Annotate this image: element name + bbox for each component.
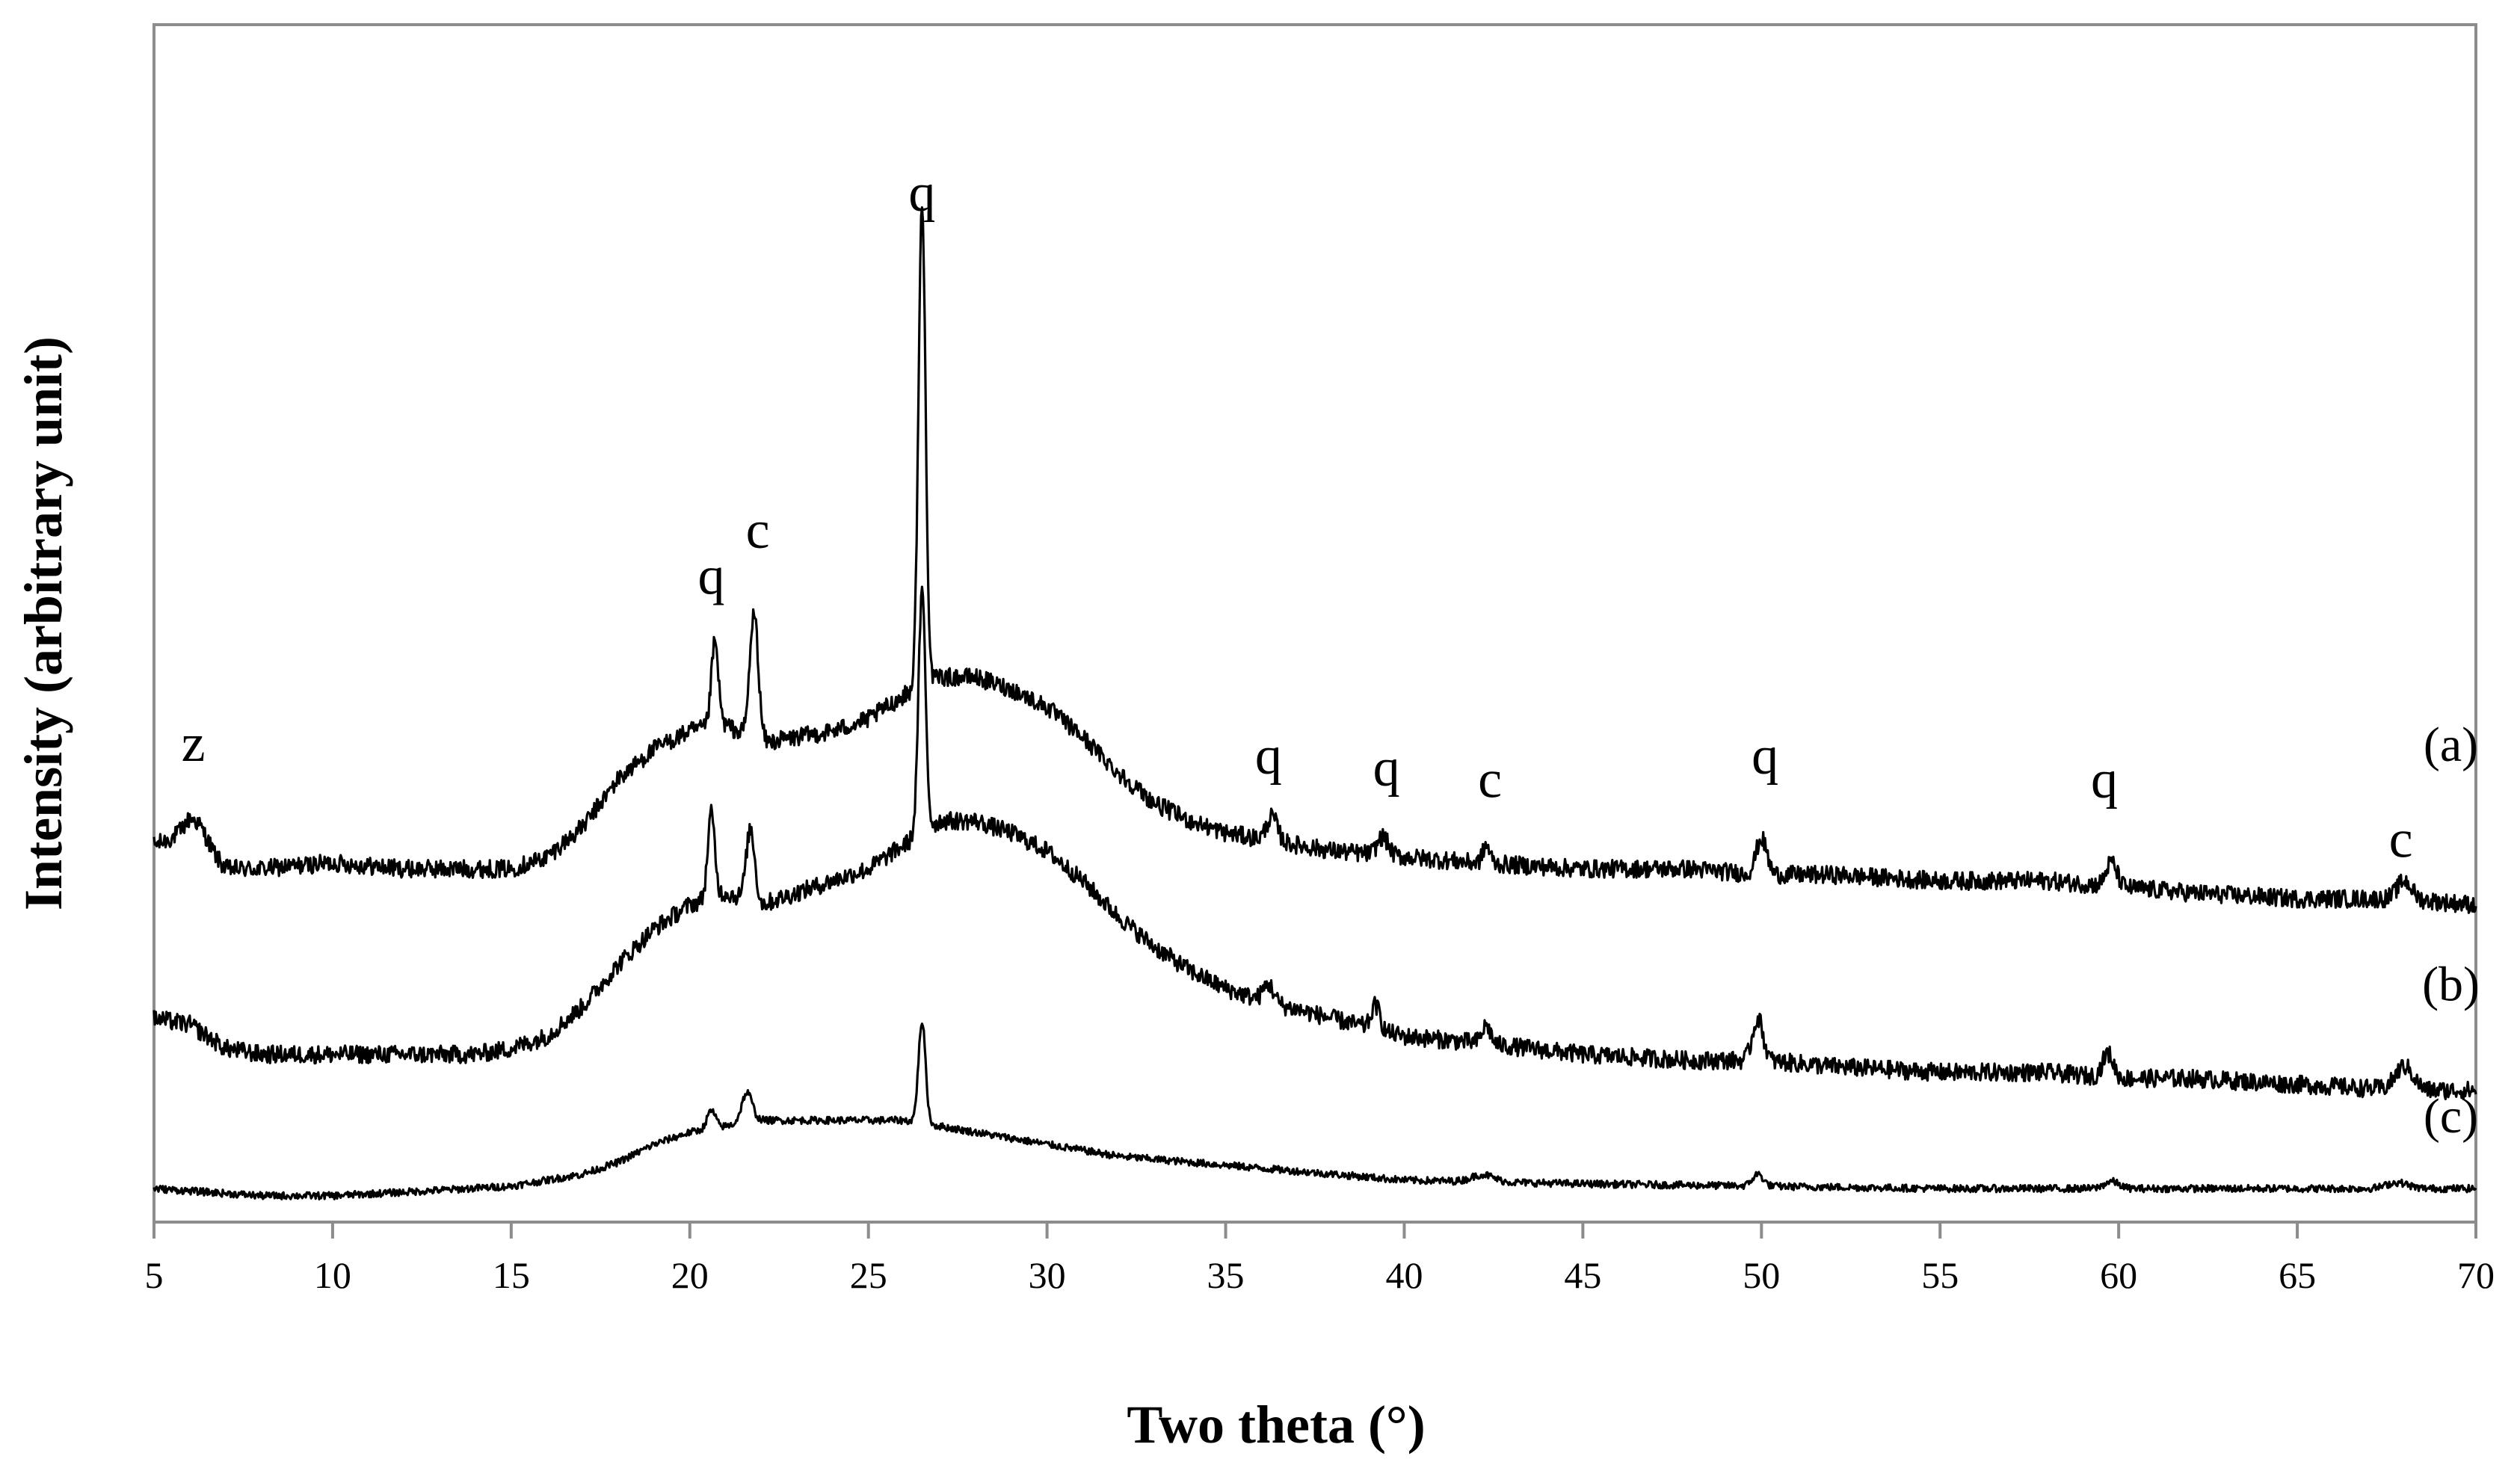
series-label-2: (b) [2422,957,2480,1012]
x-tick-label: 25 [850,1254,887,1296]
series-label-3: (c) [2424,1089,2478,1144]
peak-label: q [697,546,724,605]
x-tick-label: 10 [314,1254,351,1296]
series-label-1: (a) [2424,718,2478,772]
peak-label: c [1478,749,1502,809]
y-axis-title: Intensity (arbitrary unit) [13,336,73,910]
series-line-3 [153,1023,2477,1201]
x-axis-title: Two theta (°) [1127,1395,1425,1455]
peak-label: q [2091,749,2118,809]
peak-label: c [2389,809,2413,869]
series-traces [153,206,2477,1201]
x-tick-label: 65 [2279,1254,2316,1296]
x-tick-label: 30 [1029,1254,1066,1296]
series-line-1 [153,206,2477,914]
x-tick-label: 45 [1564,1254,1601,1296]
x-tick-label: 55 [1921,1254,1959,1296]
x-tick-label: 5 [145,1254,164,1296]
peak-label: q [1255,725,1282,785]
x-tick-label: 70 [2457,1254,2495,1296]
peak-label: q [1752,725,1778,785]
x-axis-ticks: 5 10 15 20 25 30 35 40 45 50 55 60 65 70 [145,1222,2495,1296]
x-tick-label: 40 [1385,1254,1423,1296]
peak-label: q [1373,737,1400,797]
x-axis: 5 10 15 20 25 30 35 40 45 50 55 60 65 70 [145,1221,2495,1296]
x-tick-label: 15 [493,1254,530,1296]
peak-label: q [908,162,935,222]
x-tick-label: 50 [1743,1254,1780,1296]
x-tick-label: 20 [671,1254,709,1296]
peak-label: c [746,500,770,560]
peak-label: z [182,713,206,773]
x-tick-label: 60 [2100,1254,2137,1296]
series-line-2 [153,585,2477,1101]
series-labels: (a) (b) (c) [2422,718,2480,1144]
x-tick-label: 35 [1207,1254,1245,1296]
